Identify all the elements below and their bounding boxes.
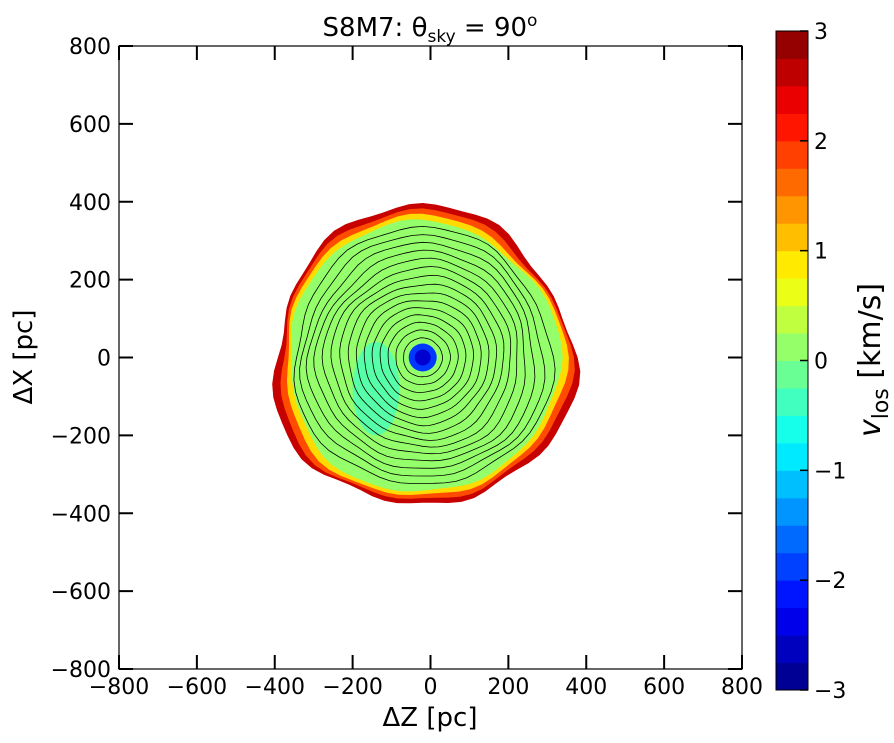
chart-title: S8M7: θsky = 90o <box>323 11 538 47</box>
contour <box>321 257 518 455</box>
colorbar-level <box>776 140 808 169</box>
contour <box>395 329 451 386</box>
colorbar-label: vlos [km/s] <box>853 283 894 437</box>
map-core <box>414 349 431 366</box>
contour <box>363 300 482 419</box>
y-tick-label: 400 <box>69 191 111 216</box>
colorbar-level <box>776 387 808 416</box>
colorbar-tick-label: −1 <box>814 459 846 484</box>
colorbar-level <box>776 223 808 252</box>
y-tick-label: 600 <box>69 113 111 138</box>
label-part: los <box>869 388 894 419</box>
contour <box>379 314 467 402</box>
colorbar-level <box>776 415 808 444</box>
colorbar-level <box>776 85 808 114</box>
colorbar-tick-label: 1 <box>814 240 828 265</box>
label-part: v <box>853 418 888 437</box>
title-part: o <box>527 11 537 31</box>
x-tick-label: 200 <box>487 675 529 700</box>
contour <box>371 307 474 410</box>
map-region <box>352 341 400 436</box>
contour <box>387 321 459 394</box>
x-tick-label: 600 <box>643 675 685 700</box>
colorbar-level <box>776 58 808 87</box>
colorbar-level <box>776 470 808 499</box>
x-tick-label: −200 <box>322 675 382 700</box>
y-axis-label: ΔX [pc] <box>9 310 39 405</box>
x-axis-label: ΔZ [pc] <box>383 703 478 733</box>
colorbar-level <box>776 250 808 279</box>
contour <box>355 292 490 427</box>
colorbar-level <box>776 360 808 389</box>
y-tick-label: 200 <box>69 269 111 294</box>
contour <box>313 249 526 462</box>
x-tick-label: −600 <box>167 675 227 700</box>
colorbar-level <box>776 580 808 609</box>
colorbar-tick-label: −3 <box>814 679 846 704</box>
colorbar-level <box>776 635 808 664</box>
colorbar-level <box>776 442 808 471</box>
x-tick-label: 0 <box>424 675 438 700</box>
contour <box>305 241 536 469</box>
colorbar-level <box>776 497 808 526</box>
colorbar-tick-label: 2 <box>814 130 828 155</box>
colorbar-level <box>776 525 808 554</box>
contour <box>403 337 444 378</box>
colorbar-level <box>776 305 808 334</box>
colorbar-level <box>776 333 808 361</box>
colorbar-level <box>776 662 808 691</box>
x-tick-label: 400 <box>565 675 607 700</box>
contour <box>330 266 512 448</box>
colorbar-tick-label: 0 <box>814 350 828 375</box>
colorbar-level <box>776 552 808 581</box>
colorbar-level <box>776 31 808 59</box>
y-tick-label: 0 <box>97 347 111 372</box>
colorbar-level <box>776 607 808 636</box>
colorbar-tick-label: 3 <box>814 20 828 45</box>
y-tick-label: 800 <box>69 35 111 60</box>
title-part: = 90 <box>456 13 527 43</box>
colorbar-level <box>776 195 808 224</box>
title-part: S8M7: θ <box>323 13 428 43</box>
colorbar-tick-label: −2 <box>814 569 846 594</box>
colorbar-level <box>776 168 808 197</box>
x-tick-label: −800 <box>89 675 149 700</box>
contour <box>347 283 498 434</box>
contour <box>299 234 546 477</box>
x-tick-label: 800 <box>721 675 763 700</box>
contour <box>293 225 556 484</box>
contour <box>339 274 505 441</box>
y-tick-label: −800 <box>51 658 111 683</box>
colorbar-level <box>776 278 808 307</box>
title-part: sky <box>427 27 455 47</box>
label-part: [km/s] <box>853 283 888 388</box>
x-tick-label: −400 <box>245 675 305 700</box>
y-tick-label: −600 <box>51 580 111 605</box>
map <box>272 203 581 504</box>
colorbar-level <box>776 113 808 142</box>
y-tick-label: −200 <box>51 424 111 449</box>
y-tick-label: −400 <box>51 502 111 527</box>
